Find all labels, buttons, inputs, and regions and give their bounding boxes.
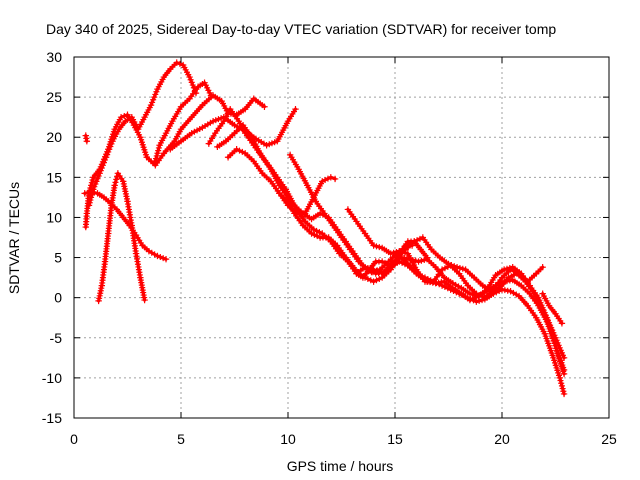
- y-tick-label: 10: [46, 209, 62, 225]
- series-markers: [276, 190, 568, 378]
- series-track-5: [95, 170, 148, 305]
- series-markers: [85, 59, 200, 209]
- series-markers: [152, 79, 215, 165]
- series-track-1: [82, 132, 91, 145]
- series-markers: [95, 170, 148, 305]
- x-axis-title: GPS time / hours: [287, 458, 394, 474]
- series-track-16: [539, 290, 566, 327]
- data-series: [81, 59, 568, 398]
- series-track-3: [85, 59, 200, 209]
- series-track-14: [398, 254, 568, 362]
- x-tick-label: 15: [387, 431, 403, 447]
- x-tick-label: 25: [601, 431, 617, 447]
- series-track-line: [215, 123, 429, 274]
- series-markers: [398, 254, 568, 362]
- axis-ticks: [73, 56, 610, 419]
- x-tick-label: 0: [70, 431, 78, 447]
- tick-labels: 0 5 10 15 20 25 -15 -10 -5 0 5 10 15 20 25 30: [42, 49, 617, 447]
- series-track-12: [286, 151, 568, 374]
- series-markers: [286, 151, 568, 374]
- series-markers: [82, 132, 91, 145]
- series-track-line: [153, 81, 213, 163]
- y-axis-title: SDTVAR / TECUs: [6, 182, 22, 294]
- series-track-line: [288, 153, 566, 372]
- series-track-4: [81, 188, 170, 263]
- y-tick-label: 20: [46, 129, 62, 145]
- y-tick-label: 0: [54, 290, 62, 306]
- y-tick-label: -10: [42, 370, 62, 386]
- series-track-11: [276, 190, 568, 378]
- series-markers: [353, 258, 568, 398]
- series-track-6: [152, 79, 215, 165]
- series-track-15: [353, 258, 568, 398]
- y-tick-label: -15: [42, 410, 62, 426]
- y-tick-label: -5: [50, 330, 63, 346]
- x-tick-label: 20: [494, 431, 510, 447]
- y-tick-label: 5: [54, 250, 62, 266]
- plot-frame: [73, 56, 610, 419]
- series-track-line: [354, 260, 566, 396]
- y-tick-label: 30: [46, 49, 62, 65]
- series-markers: [81, 188, 170, 263]
- series-markers: [539, 290, 566, 327]
- y-tick-label: 15: [46, 169, 62, 185]
- x-tick-label: 5: [177, 431, 185, 447]
- chart-title: Day 340 of 2025, Sidereal Day-to-day VTE…: [46, 21, 556, 37]
- x-tick-label: 10: [280, 431, 296, 447]
- y-tick-label: 25: [46, 89, 62, 105]
